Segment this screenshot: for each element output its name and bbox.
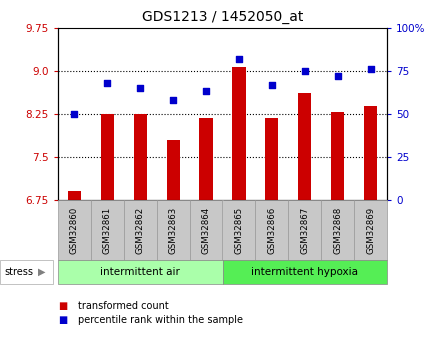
Point bbox=[137, 85, 144, 91]
Text: intermittent air: intermittent air bbox=[100, 267, 180, 277]
Point bbox=[301, 68, 308, 73]
Bar bbox=[265, 118, 279, 200]
Text: ■: ■ bbox=[58, 301, 67, 311]
Point bbox=[334, 73, 341, 79]
Bar bbox=[232, 67, 246, 200]
Point bbox=[202, 89, 210, 94]
Point bbox=[104, 80, 111, 86]
Text: GSM32860: GSM32860 bbox=[70, 207, 79, 254]
Point bbox=[71, 111, 78, 117]
Text: GSM32864: GSM32864 bbox=[202, 207, 210, 254]
Text: percentile rank within the sample: percentile rank within the sample bbox=[78, 315, 243, 325]
Text: ■: ■ bbox=[58, 315, 67, 325]
Bar bbox=[199, 118, 213, 200]
Point bbox=[367, 66, 374, 72]
Point bbox=[235, 56, 243, 61]
Text: GSM32863: GSM32863 bbox=[169, 207, 178, 254]
Text: transformed count: transformed count bbox=[78, 301, 169, 311]
Text: GSM32861: GSM32861 bbox=[103, 207, 112, 254]
Point bbox=[170, 97, 177, 103]
Title: GDS1213 / 1452050_at: GDS1213 / 1452050_at bbox=[142, 10, 303, 24]
Text: GSM32862: GSM32862 bbox=[136, 207, 145, 254]
Bar bbox=[101, 114, 114, 200]
Text: GSM32869: GSM32869 bbox=[366, 207, 375, 254]
Bar bbox=[364, 106, 377, 200]
Text: GSM32868: GSM32868 bbox=[333, 207, 342, 254]
Bar bbox=[166, 140, 180, 200]
Text: GSM32865: GSM32865 bbox=[235, 207, 243, 254]
Text: intermittent hypoxia: intermittent hypoxia bbox=[251, 267, 358, 277]
Bar bbox=[68, 191, 81, 200]
Bar bbox=[298, 92, 312, 200]
Text: stress: stress bbox=[4, 267, 33, 277]
Text: GSM32867: GSM32867 bbox=[300, 207, 309, 254]
Text: GSM32866: GSM32866 bbox=[267, 207, 276, 254]
Bar bbox=[331, 112, 344, 200]
Point bbox=[268, 82, 275, 87]
Text: ▶: ▶ bbox=[38, 267, 45, 277]
Bar bbox=[134, 114, 147, 200]
